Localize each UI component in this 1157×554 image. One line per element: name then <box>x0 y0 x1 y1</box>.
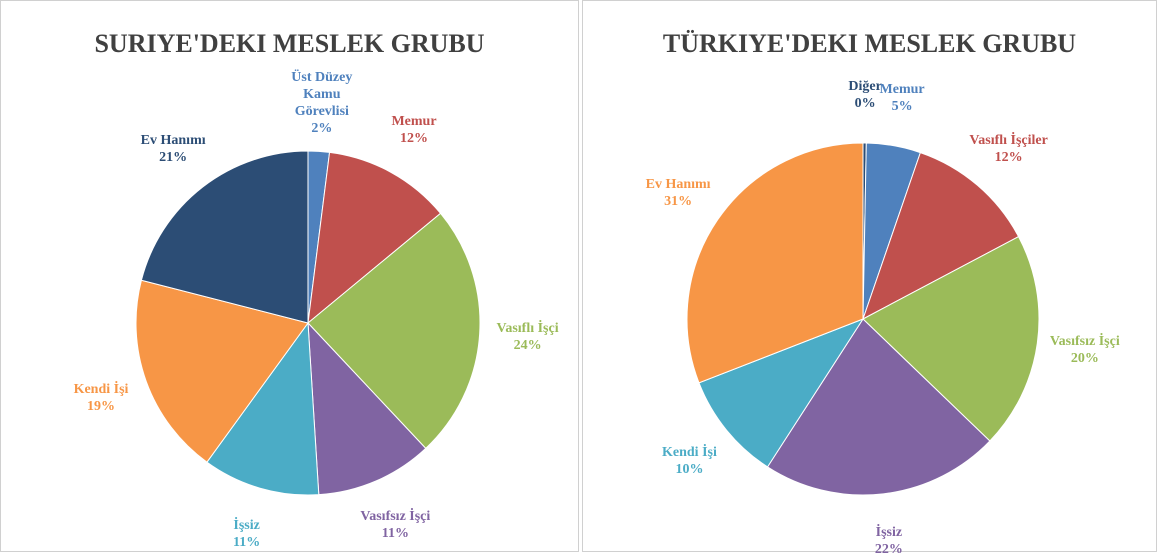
pie-slice <box>140 150 309 324</box>
pie-slice <box>698 317 865 468</box>
pie-slice <box>862 235 1040 442</box>
category-label: Ev Hanımı <box>645 176 711 192</box>
chart-title: TÜRKIYE'DEKI MESLEK GRUBU <box>662 29 1077 58</box>
value-label: 20% <box>1070 351 1099 367</box>
value-label: 22% <box>874 542 903 554</box>
category-label: Memur <box>391 114 437 130</box>
value-label: 12% <box>994 149 1023 165</box>
data-label: Memur 12% <box>369 113 459 147</box>
data-label: Ev Hanımı 21% <box>128 132 218 166</box>
pie-slice <box>307 151 442 325</box>
pie <box>135 150 481 496</box>
category-label: Üst Düzey Kamu Görevlisi <box>291 70 353 120</box>
value-label: 21% <box>159 150 188 166</box>
category-label: Vasıflı İşçiler <box>969 132 1048 148</box>
pie-slice <box>206 321 320 496</box>
chart-panel: SURIYE'DEKI MESLEK GRUBU Üst Düzey Kamu … <box>0 0 579 552</box>
data-label: Kendi İşi 19% <box>56 381 146 415</box>
value-label: 2% <box>311 121 333 137</box>
value-label: 11% <box>381 525 409 541</box>
value-label: 19% <box>87 398 115 414</box>
data-label: Ev Hanımı 31% <box>633 176 723 210</box>
category-label: İşsiz <box>233 518 260 534</box>
category-label: İşsiz <box>875 525 903 541</box>
data-label: Vasıfsız İşçi 11% <box>350 508 440 542</box>
value-label: 11% <box>232 535 261 551</box>
data-label: Vasıflı İşçi 24% <box>483 320 573 354</box>
pie <box>686 142 1040 496</box>
category-label: Vasıfsız İşçi <box>1049 334 1120 350</box>
value-label: 0% <box>854 96 876 111</box>
value-label: 5% <box>891 99 913 115</box>
category-label: Vasıflı İşçi <box>496 320 559 336</box>
data-label: Memur 5% <box>857 81 947 115</box>
chart-title: SURIYE'DEKI MESLEK GRUBU <box>94 29 485 58</box>
category-label: Kendi İşi <box>662 444 717 460</box>
data-label: Vasıflı İşçiler 12% <box>964 132 1054 166</box>
value-label: 31% <box>664 193 693 209</box>
pie-slice <box>766 318 991 496</box>
pie-slice <box>307 212 481 450</box>
data-label: Vasıfsız İşçi 20% <box>1040 333 1130 367</box>
pie-slice <box>135 279 309 463</box>
category-label: Diğer <box>848 79 882 94</box>
data-label: Kendi İşi 10% <box>644 444 734 478</box>
category-label: Vasıfsız İşçi <box>360 508 431 524</box>
chart-panel: TÜRKIYE'DEKI MESLEK GRUBU Diğer 0% Memur 5%… <box>582 0 1157 554</box>
data-label: Üst Düzey Kamu Görevlisi 2% <box>277 69 367 137</box>
data-label: İşsiz 22% <box>844 524 934 554</box>
data-label: Diğer 0% <box>820 78 910 112</box>
value-label: 12% <box>399 131 428 147</box>
category-label: Kendi İşi <box>73 381 129 397</box>
pie-slice <box>686 142 864 384</box>
category-label: Memur <box>879 82 925 98</box>
pie-slice <box>862 151 1020 321</box>
pie-slice <box>307 321 427 496</box>
data-label: İşsiz 11% <box>202 517 292 551</box>
value-label: 10% <box>675 461 704 477</box>
value-label: 24% <box>513 337 542 353</box>
category-label: Ev Hanımı <box>140 133 206 149</box>
